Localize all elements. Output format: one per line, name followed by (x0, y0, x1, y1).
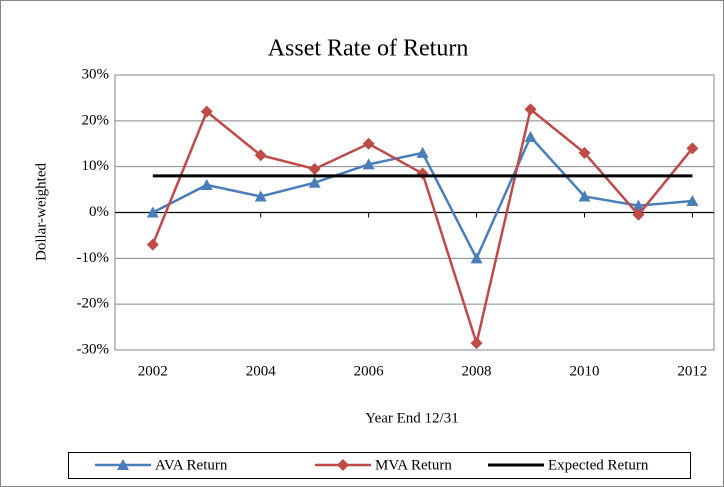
marker (200, 105, 213, 118)
legend-marker (117, 459, 129, 470)
chart-title: Asset Rate of Return (268, 36, 469, 62)
marker (524, 103, 537, 116)
marker (146, 238, 159, 251)
legend-label: AVA Return (155, 457, 228, 473)
marker (470, 252, 483, 264)
y-tick-label: -10% (77, 250, 110, 266)
marker (362, 137, 375, 150)
marker (632, 208, 645, 221)
marker (578, 190, 591, 202)
x-tick-label: 2004 (246, 363, 277, 379)
legend-label: MVA Return (375, 457, 452, 473)
marker (308, 176, 321, 188)
y-tick-label: 20% (82, 112, 110, 128)
y-tick-label: 30% (82, 66, 110, 82)
y-axis-label: Dollar-weighted (33, 163, 49, 261)
x-tick-label: 2010 (569, 363, 599, 379)
marker (254, 149, 267, 162)
marker (254, 190, 267, 202)
y-tick-label: 10% (82, 158, 110, 174)
marker (470, 337, 483, 350)
legend-marker (337, 459, 349, 471)
x-tick-label: 2006 (354, 363, 385, 379)
marker (362, 158, 375, 170)
legend-label: Expected Return (548, 457, 649, 473)
x-tick-label: 2008 (462, 363, 492, 379)
marker (524, 130, 537, 142)
y-tick-label: -20% (77, 296, 110, 312)
legend-box (68, 452, 691, 479)
x-tick-label: 2012 (677, 363, 707, 379)
y-tick-label: 0% (89, 204, 109, 220)
y-tick-label: -30% (77, 341, 110, 357)
marker (416, 146, 429, 158)
marker (686, 142, 699, 155)
marker (686, 195, 699, 207)
x-axis-label: Year End 12/31 (365, 410, 458, 426)
marker (200, 179, 213, 190)
marker (578, 146, 591, 159)
marker (308, 162, 321, 175)
marker (146, 206, 159, 218)
marker (632, 199, 645, 211)
x-tick-label: 2002 (138, 363, 168, 379)
